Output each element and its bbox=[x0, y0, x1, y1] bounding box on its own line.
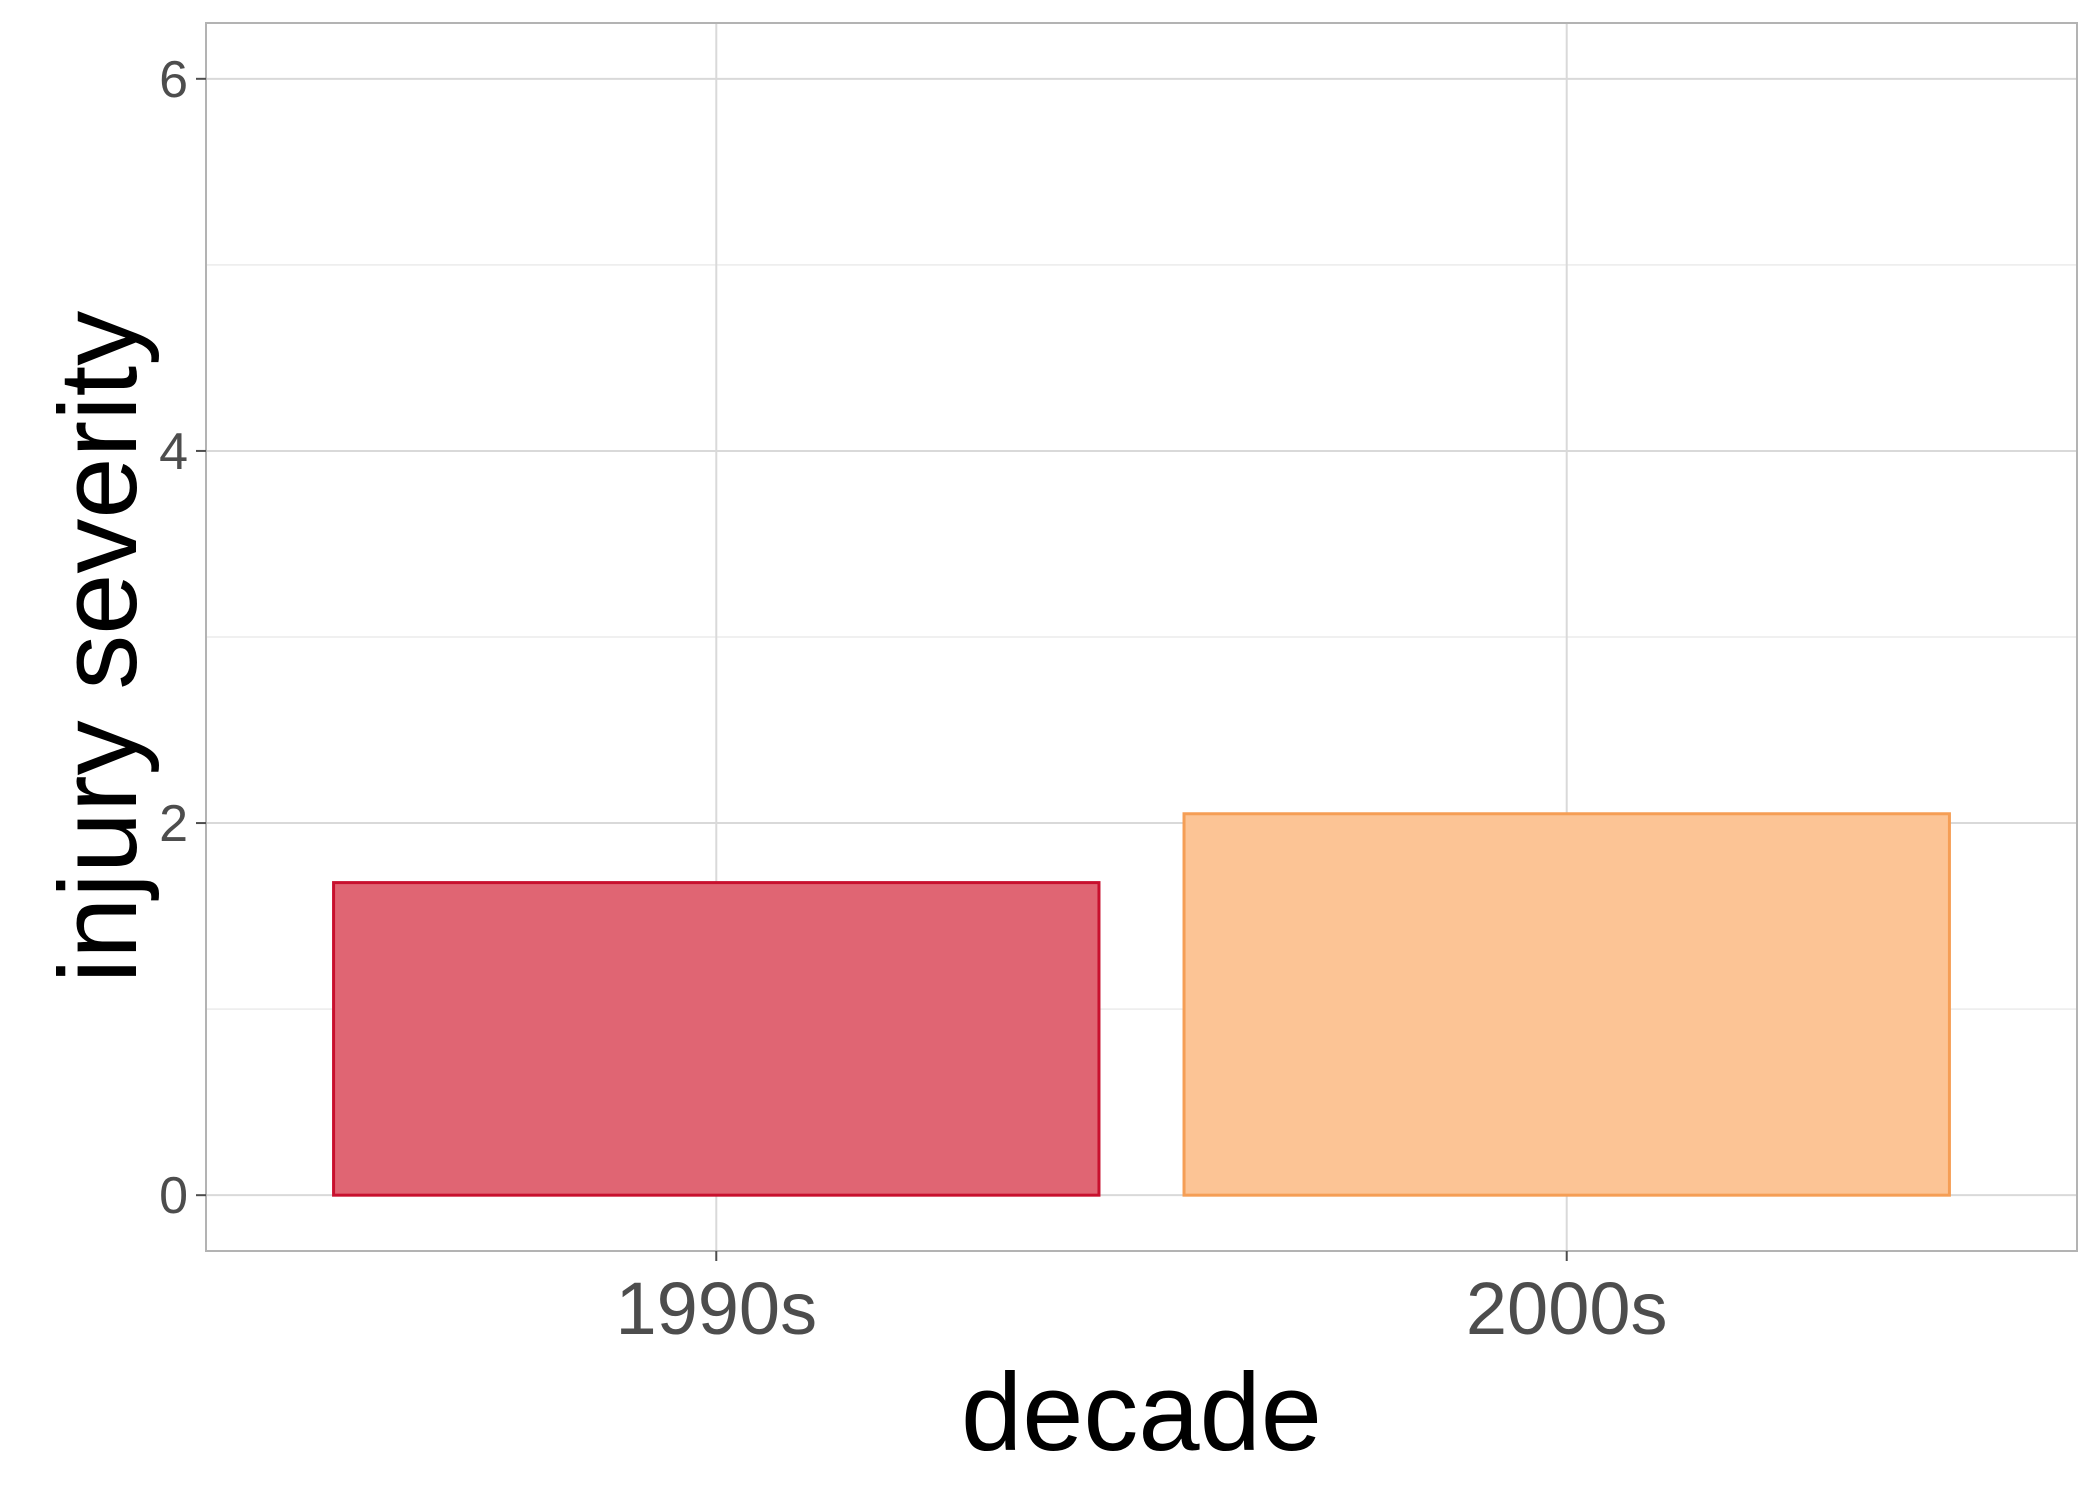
x-axis-title: decade bbox=[961, 1351, 1322, 1474]
y-axis-title: injury severity bbox=[37, 311, 160, 983]
x-axis-ticks: 1990s 2000s bbox=[615, 1251, 1668, 1350]
y-axis-ticks: 0 2 4 6 bbox=[159, 51, 206, 1225]
panel-border bbox=[205, 22, 2078, 1252]
x-tick-label: 2000s bbox=[1466, 1267, 1668, 1350]
x-tick-label: 1990s bbox=[615, 1267, 817, 1350]
bars bbox=[332, 812, 1951, 1197]
bar-1990s bbox=[332, 881, 1101, 1197]
y-tick-label: 4 bbox=[159, 423, 188, 481]
y-tick-label: 6 bbox=[159, 51, 188, 109]
y-tick-label: 0 bbox=[159, 1167, 188, 1225]
y-tick-label: 2 bbox=[159, 795, 188, 853]
bar-2000s bbox=[1182, 812, 1951, 1197]
